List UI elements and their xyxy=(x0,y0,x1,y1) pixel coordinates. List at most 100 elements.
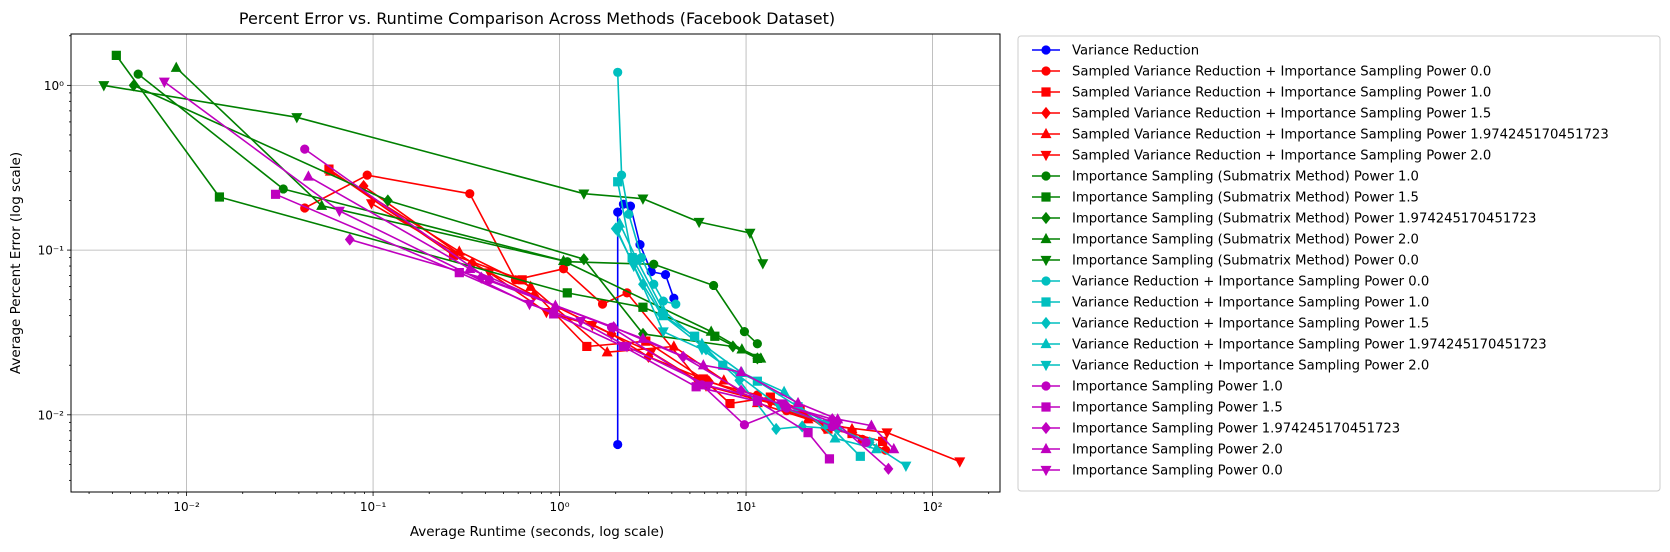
data-point xyxy=(300,144,310,154)
legend-marker xyxy=(1041,316,1051,330)
plot-series xyxy=(98,50,966,475)
data-point xyxy=(613,207,623,217)
data-point xyxy=(582,341,592,352)
data-point xyxy=(900,461,912,472)
legend-item: Importance Sampling (Submatrix Method) P… xyxy=(1032,170,1419,185)
data-point xyxy=(855,451,865,461)
series-line xyxy=(163,81,838,425)
legend-item: Importance Sampling (Submatrix Method) P… xyxy=(1032,212,1536,227)
legend-marker xyxy=(1041,106,1051,120)
legend-item: Sampled Variance Reduction + Importance … xyxy=(1032,65,1491,80)
data-point xyxy=(278,184,288,194)
series-10 xyxy=(170,61,767,363)
data-point xyxy=(954,457,966,468)
data-point xyxy=(465,189,475,199)
legend-item: Importance Sampling (Submatrix Method) P… xyxy=(1032,191,1419,206)
legend-label: Importance Sampling (Submatrix Method) P… xyxy=(1072,191,1419,206)
data-point xyxy=(792,396,804,408)
data-point xyxy=(170,61,182,72)
legend-marker xyxy=(1040,255,1052,267)
data-point xyxy=(133,69,143,79)
legend-item: Sampled Variance Reduction + Importance … xyxy=(1032,86,1491,101)
legend-item: Importance Sampling Power 0.0 xyxy=(1032,464,1283,479)
data-point xyxy=(613,67,623,77)
data-point xyxy=(476,271,487,284)
data-point xyxy=(744,228,756,240)
series-18 xyxy=(270,189,835,464)
legend-marker xyxy=(1041,87,1051,97)
legend-box xyxy=(1017,35,1661,492)
axis-ticks: 10⁻² 10⁻¹ 10⁰ 10¹ 10² 10⁻² 10⁻¹ 10⁰ xyxy=(38,35,990,514)
data-point xyxy=(757,259,769,270)
data-point xyxy=(382,194,393,207)
legend-label: Importance Sampling Power 1.0 xyxy=(1072,380,1283,395)
legend-label: Sampled Variance Reduction + Importance … xyxy=(1072,65,1491,80)
series-11 xyxy=(98,81,769,270)
legend-label: Variance Reduction + Importance Sampling… xyxy=(1072,275,1429,290)
data-point xyxy=(693,217,705,229)
legend-marker xyxy=(1040,360,1052,372)
data-point xyxy=(829,432,841,443)
legend-label: Importance Sampling Power 2.0 xyxy=(1072,443,1283,458)
legend-item: Variance Reduction + Importance Sampling… xyxy=(1032,317,1429,332)
data-point xyxy=(621,342,633,353)
data-point xyxy=(739,420,750,430)
data-point xyxy=(657,327,669,338)
data-point xyxy=(649,259,659,269)
data-point xyxy=(628,261,640,273)
data-point xyxy=(601,346,613,357)
legend-label: Importance Sampling Power 0.0 xyxy=(1072,464,1283,479)
data-point xyxy=(671,299,681,309)
legend-label: Variance Reduction + Importance Sampling… xyxy=(1072,296,1429,311)
legend-marker xyxy=(1041,402,1051,412)
y-tick-label: 10⁰ xyxy=(44,79,64,93)
data-point xyxy=(578,189,590,200)
legend-marker xyxy=(1041,297,1051,307)
data-point xyxy=(668,340,680,351)
data-point xyxy=(725,398,735,409)
data-point xyxy=(333,206,345,217)
data-point xyxy=(98,81,110,92)
series-20 xyxy=(302,170,900,454)
data-point xyxy=(270,189,281,199)
data-point xyxy=(524,299,536,311)
data-point xyxy=(344,233,355,246)
legend-marker xyxy=(1041,276,1051,286)
legend-marker xyxy=(1041,66,1051,76)
legend-item: Importance Sampling (Submatrix Method) P… xyxy=(1032,233,1419,248)
x-tick-label: 10⁻² xyxy=(173,500,200,514)
data-point xyxy=(660,269,671,280)
data-point xyxy=(861,437,871,448)
data-point xyxy=(578,253,589,266)
legend-marker xyxy=(1040,150,1052,162)
legend-marker xyxy=(1041,421,1051,435)
data-point xyxy=(624,209,634,219)
data-point xyxy=(752,339,762,349)
data-point xyxy=(703,381,715,392)
data-point xyxy=(776,399,788,410)
legend-item: Importance Sampling Power 1.0 xyxy=(1032,380,1283,395)
legend-marker xyxy=(1040,442,1052,454)
legend-marker xyxy=(1041,45,1051,55)
data-point xyxy=(803,427,813,438)
data-point xyxy=(657,304,669,315)
data-point xyxy=(709,280,719,291)
series-line xyxy=(349,238,889,470)
series-line xyxy=(275,193,831,460)
legend-marker xyxy=(1041,192,1051,202)
data-point xyxy=(316,199,328,210)
data-point xyxy=(597,299,608,309)
data-point xyxy=(832,419,844,431)
plot-frame xyxy=(70,33,1001,493)
data-point xyxy=(735,365,747,377)
legend-label: Importance Sampling (Submatrix Method) P… xyxy=(1072,170,1419,185)
legend-item: Sampled Variance Reduction + Importance … xyxy=(1032,128,1609,143)
data-point xyxy=(291,113,303,124)
data-point xyxy=(549,299,561,310)
legend-label: Importance Sampling (Submatrix Method) P… xyxy=(1072,254,1419,269)
data-point xyxy=(697,359,709,370)
series-19 xyxy=(344,233,894,475)
data-point xyxy=(637,194,649,205)
legend-label: Variance Reduction xyxy=(1072,44,1199,59)
